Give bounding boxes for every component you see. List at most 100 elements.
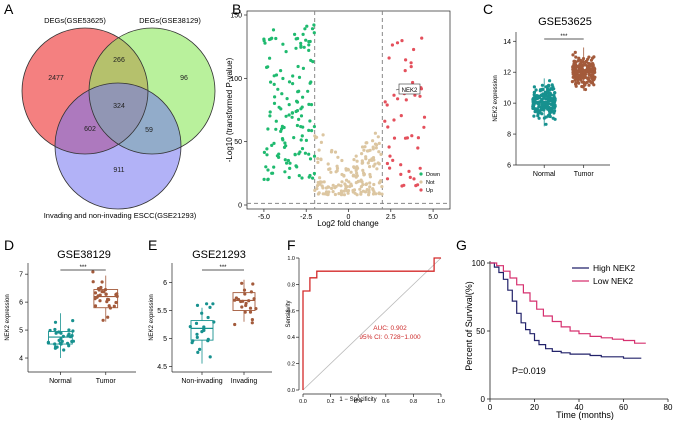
sample-point [239, 299, 243, 304]
sample-point [535, 109, 540, 113]
volcano-point [295, 100, 300, 104]
venn-count: 2477 [48, 75, 64, 82]
volcano-point [307, 48, 311, 53]
sample-point [104, 292, 108, 296]
volcano-point [379, 179, 383, 183]
sample-point [531, 98, 535, 102]
x-tick-label: 0.2 [327, 399, 335, 405]
sample-point [91, 280, 95, 284]
sample-point [537, 96, 542, 100]
volcano-point [342, 189, 346, 193]
volcano-point [311, 60, 315, 64]
volcano-point [367, 190, 371, 194]
sample-point [54, 345, 58, 349]
volcano-point [296, 64, 300, 69]
legend-dot-up [419, 188, 423, 192]
sample-point [67, 344, 71, 348]
volcano-point [266, 177, 270, 181]
volcano-point [268, 114, 272, 118]
volcano-point [308, 157, 313, 161]
volcano-point [303, 151, 307, 155]
sample-point [106, 315, 110, 319]
volcano-point [280, 127, 284, 131]
volcano-point [391, 158, 395, 162]
sample-point [198, 347, 202, 351]
volcano-point [365, 188, 369, 192]
volcano-point [412, 47, 416, 52]
y-tick-label: 0 [481, 395, 486, 404]
x-tick-label: 5.0 [428, 214, 438, 221]
volcano-point [334, 185, 338, 189]
sample-point [546, 96, 550, 100]
y-tick-label: 10 [503, 101, 511, 108]
panel-f-roc: F Sensitivity 1 − Specificity AUC: 0.902… [286, 237, 445, 405]
volcano-point [374, 146, 378, 150]
volcano-point [352, 165, 356, 169]
sample-point [579, 70, 583, 75]
sample-point [247, 299, 251, 303]
km-p-value: P=0.019 [512, 366, 546, 376]
volcano-point [286, 158, 290, 163]
sample-point [60, 339, 64, 343]
volcano-point [368, 185, 372, 189]
volcano-point [333, 150, 338, 154]
sample-point [586, 57, 590, 61]
sample-point [105, 300, 109, 304]
sample-point [577, 56, 581, 60]
volcano-point [368, 181, 372, 185]
volcano-point [285, 97, 289, 101]
sample-point [233, 322, 237, 327]
volcano-point [271, 171, 275, 175]
volcano-point [371, 188, 375, 192]
volcano-point [303, 27, 307, 31]
y-tick-label: 7 [19, 272, 23, 279]
volcano-legend: Down Not Up [419, 172, 440, 194]
volcano-point [396, 97, 400, 101]
sample-point [571, 75, 575, 79]
volcano-point [366, 161, 370, 165]
volcano-point [361, 183, 365, 187]
volcano-point [355, 171, 359, 175]
venn-set-label-1: DEGs(GSE53625) [44, 16, 106, 25]
sample-point [587, 83, 591, 87]
boxplot-y-label: NEK2 expression [149, 294, 155, 340]
volcano-point [272, 74, 276, 78]
volcano-point [365, 149, 370, 153]
roc-y-label: Sensitivity [286, 300, 292, 327]
sample-point [585, 64, 590, 68]
volcano-point [307, 102, 311, 106]
sample-point [590, 75, 594, 79]
volcano-point [299, 138, 303, 142]
volcano-point [377, 141, 381, 145]
y-tick-label: 150 [230, 13, 242, 20]
volcano-point [380, 192, 384, 196]
x-tick-label: 2.5 [386, 214, 396, 221]
sample-point [542, 102, 546, 106]
y-tick-label: 5 [19, 328, 23, 335]
sample-point [68, 335, 73, 339]
volcano-point [295, 165, 299, 169]
sample-point [254, 307, 258, 311]
sample-point [208, 355, 212, 359]
volcano-point [307, 40, 311, 44]
venn-count: 266 [113, 57, 125, 64]
volcano-point [320, 184, 324, 188]
venn-set-label-2: DEGs(GSE38129) [139, 16, 201, 25]
volcano-point [346, 191, 350, 195]
volcano-point [284, 50, 288, 54]
sample-point [592, 83, 596, 87]
volcano-point [277, 105, 281, 109]
volcano-point [367, 193, 371, 197]
volcano-point [386, 125, 390, 129]
x-tick-label: Tumor [96, 378, 117, 385]
volcano-point [284, 114, 288, 118]
km-curve-high-nek2 [490, 262, 642, 359]
legend-label-down: Down [426, 172, 440, 178]
volcano-point [272, 141, 276, 145]
sample-point [547, 112, 552, 117]
volcano-point [317, 191, 321, 195]
volcano-point [362, 148, 366, 152]
sample-point [585, 66, 590, 71]
volcano-point [262, 150, 266, 154]
volcano-point [345, 185, 349, 189]
